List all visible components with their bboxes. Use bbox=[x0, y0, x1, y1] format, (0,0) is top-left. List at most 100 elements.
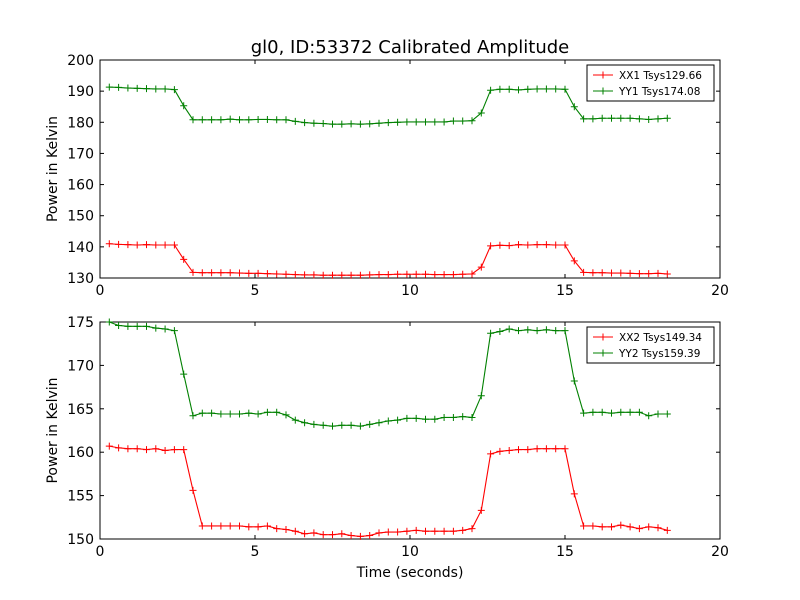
data-point-marker bbox=[115, 321, 123, 329]
x-axis-label: Time (seconds) bbox=[356, 565, 464, 581]
data-point-marker bbox=[403, 270, 411, 278]
data-point-marker bbox=[226, 115, 234, 123]
data-point-marker bbox=[143, 322, 150, 330]
y-tick-label: 165 bbox=[67, 402, 94, 418]
data-point-marker bbox=[468, 525, 476, 533]
data-point-marker bbox=[366, 271, 374, 279]
data-point-marker bbox=[654, 269, 662, 277]
data-point-marker bbox=[505, 325, 513, 333]
data-point-marker bbox=[394, 118, 402, 126]
data-point-marker bbox=[477, 263, 485, 271]
data-point-marker bbox=[375, 529, 383, 537]
data-point-marker bbox=[329, 120, 336, 128]
data-point-marker bbox=[105, 83, 113, 91]
data-point-marker bbox=[245, 523, 253, 531]
data-point-marker bbox=[105, 318, 113, 326]
data-point-marker bbox=[170, 327, 178, 335]
y-tick-label: 150 bbox=[67, 209, 94, 225]
data-point-marker bbox=[226, 269, 234, 277]
y-tick-label: 160 bbox=[67, 445, 94, 461]
data-point-marker bbox=[626, 114, 634, 122]
data-point-marker bbox=[329, 531, 336, 539]
top-chart-panel: 0 5 10 15 20 130 140 150 160 170 180 190 200 Power in… bbox=[45, 53, 729, 299]
data-point-marker bbox=[542, 326, 550, 334]
data-point-marker bbox=[505, 446, 513, 454]
y-tick-label: 140 bbox=[67, 240, 94, 256]
data-point-marker bbox=[449, 271, 457, 279]
data-point-marker bbox=[515, 241, 522, 249]
data-point-marker bbox=[226, 410, 234, 418]
data-point-marker bbox=[356, 271, 364, 279]
data-point-marker bbox=[133, 84, 141, 92]
data-point-marker bbox=[422, 270, 429, 278]
data-point-marker bbox=[375, 119, 383, 127]
data-point-marker bbox=[608, 269, 615, 277]
bottom-chart-panel: 0 5 10 15 20 150 155 160 165 170 175 Power in Kelvi… bbox=[45, 315, 729, 581]
data-point-marker bbox=[115, 444, 123, 452]
data-point-marker bbox=[189, 486, 197, 494]
data-point-marker bbox=[217, 116, 225, 124]
data-point-marker bbox=[356, 422, 364, 430]
data-point-marker bbox=[598, 269, 606, 277]
data-point-marker bbox=[329, 422, 336, 430]
data-point-marker bbox=[431, 118, 439, 126]
y-tick-label: 160 bbox=[67, 178, 94, 194]
y-axis-label: Power in Kelvin bbox=[45, 116, 61, 222]
data-point-marker bbox=[347, 532, 355, 540]
x-tick-label: 10 bbox=[401, 283, 419, 299]
data-point-marker bbox=[626, 269, 634, 277]
legend-label: YY2 Tsys159.39 bbox=[618, 348, 700, 360]
data-point-marker bbox=[412, 270, 420, 278]
data-point-marker bbox=[236, 269, 243, 277]
data-point-marker bbox=[608, 114, 615, 122]
data-point-marker bbox=[152, 445, 160, 453]
data-point-marker bbox=[542, 445, 550, 453]
data-point-marker bbox=[254, 523, 262, 531]
data-point-marker bbox=[161, 325, 169, 333]
data-point-marker bbox=[273, 116, 281, 124]
data-point-marker bbox=[384, 119, 392, 127]
x-tick-label: 20 bbox=[711, 544, 729, 560]
data-point-marker bbox=[515, 86, 522, 94]
data-point-marker bbox=[133, 322, 141, 330]
y-axis-label: Power in Kelvin bbox=[45, 377, 61, 483]
data-point-marker bbox=[570, 490, 578, 498]
data-point-marker bbox=[217, 269, 225, 277]
legend-swatch-marker bbox=[599, 87, 607, 95]
data-point-marker bbox=[654, 115, 662, 123]
data-point-marker bbox=[412, 118, 420, 126]
y-tick-label: 150 bbox=[67, 532, 94, 548]
data-point-marker bbox=[570, 257, 578, 265]
y-tick-label: 170 bbox=[67, 146, 94, 162]
data-point-marker bbox=[654, 410, 662, 418]
data-point-marker bbox=[440, 118, 448, 126]
data-point-marker bbox=[524, 85, 532, 93]
data-point-marker bbox=[645, 270, 653, 278]
data-point-marker bbox=[617, 114, 625, 122]
data-point-marker bbox=[384, 528, 392, 536]
data-point-marker bbox=[301, 271, 309, 279]
data-point-marker bbox=[542, 85, 550, 93]
data-point-marker bbox=[384, 417, 392, 425]
data-point-marker bbox=[487, 86, 495, 94]
data-point-marker bbox=[366, 532, 374, 540]
data-point-marker bbox=[375, 271, 383, 279]
data-point-marker bbox=[477, 506, 485, 514]
data-point-marker bbox=[356, 120, 364, 128]
y-tick-label: 180 bbox=[67, 115, 94, 131]
legend-box bbox=[586, 64, 715, 102]
data-point-marker bbox=[440, 527, 448, 535]
data-point-marker bbox=[170, 86, 178, 94]
data-point-marker bbox=[394, 416, 402, 424]
data-point-marker bbox=[570, 377, 578, 385]
data-point-marker bbox=[124, 241, 132, 249]
data-point-marker bbox=[449, 413, 457, 421]
data-point-marker bbox=[254, 269, 262, 277]
figure-title: gl0, ID:53372 Calibrated Amplitude bbox=[251, 37, 570, 58]
data-point-marker bbox=[524, 326, 532, 334]
data-point-marker bbox=[143, 446, 150, 454]
data-point-marker bbox=[468, 413, 476, 421]
data-point-marker bbox=[310, 529, 318, 537]
data-point-marker bbox=[496, 447, 504, 455]
